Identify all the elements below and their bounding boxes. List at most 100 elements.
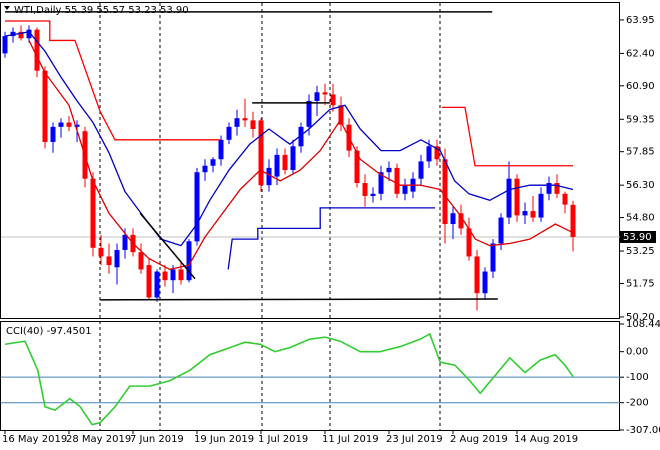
candle-body	[170, 269, 176, 281]
candle-body	[274, 154, 280, 177]
candle-body	[146, 265, 152, 298]
y-tick-label: 63.95	[626, 15, 655, 26]
candle-body	[34, 29, 40, 71]
candle-body	[370, 193, 376, 196]
indicator-line	[4, 31, 574, 247]
candle-body	[362, 183, 368, 196]
candle-body	[538, 193, 544, 218]
candle-body	[186, 241, 192, 281]
candle-body	[138, 252, 144, 270]
candle-body	[18, 31, 24, 39]
candle-body	[50, 126, 56, 142]
chart-title: WTI,Daily 55.39 55.57 53.23 53.90	[14, 5, 189, 16]
candle-body	[194, 172, 200, 242]
candle-body	[426, 146, 432, 162]
candle-body	[442, 159, 448, 225]
cci-title: CCI(40) -97.4501	[6, 326, 92, 337]
y-tick-label: -100	[626, 372, 649, 383]
y-tick-label: 108.4497	[626, 319, 660, 330]
candle-body	[42, 70, 48, 142]
candle-body	[530, 211, 536, 218]
collapse-icon[interactable]	[4, 6, 10, 10]
x-tick-label: 1 Jul 2019	[258, 434, 308, 445]
candle-body	[546, 183, 552, 194]
y-tick-label: 54.80	[626, 213, 655, 224]
x-tick-label: 14 Aug 2019	[514, 434, 578, 445]
y-tick-label: 50.20	[626, 312, 655, 323]
candle-body	[106, 256, 112, 266]
candle-body	[570, 204, 576, 238]
candle-body	[394, 167, 400, 194]
candle-body	[402, 185, 408, 194]
candle-body	[10, 31, 16, 37]
candle-body	[330, 94, 336, 106]
candle-body	[90, 178, 96, 248]
indicator-line	[139, 212, 196, 280]
candle-body	[2, 36, 8, 54]
cci-line	[4, 332, 574, 426]
y-tick-label: -200	[626, 398, 649, 409]
indicator-line	[227, 207, 435, 270]
candle-body	[250, 120, 256, 130]
y-tick-label: 57.85	[626, 147, 655, 158]
candle-body	[466, 228, 472, 257]
y-tick-label: 51.75	[626, 278, 655, 289]
candle-body	[506, 178, 512, 218]
y-tick-label: 60.90	[626, 81, 655, 92]
candle-body	[162, 271, 168, 281]
y-tick-label: 56.30	[626, 180, 655, 191]
x-tick-label: 28 May 2019	[66, 434, 131, 445]
candle-body	[218, 139, 224, 160]
cci-frame	[0, 321, 620, 431]
candle-body	[122, 234, 128, 250]
candle-body	[226, 126, 232, 140]
last-price-box	[620, 231, 656, 244]
main-frame	[0, 2, 620, 319]
candle-body	[482, 271, 488, 294]
indicator-line	[100, 298, 498, 301]
candle-body	[306, 100, 312, 127]
x-tick-label: 7 Jun 2019	[130, 434, 184, 445]
x-tick-label: 2 Aug 2019	[450, 434, 508, 445]
candle-body	[258, 120, 264, 186]
candle-body	[514, 178, 520, 216]
candle-body	[282, 154, 288, 171]
candle-body	[210, 159, 216, 166]
candle-body	[322, 92, 328, 95]
candle-body	[522, 211, 528, 216]
candle-body	[314, 92, 320, 101]
candle-body	[234, 118, 240, 127]
candle-body	[202, 165, 208, 173]
candle-body	[354, 150, 360, 184]
candle-body	[450, 213, 456, 225]
candle-body	[74, 124, 80, 127]
y-tick-label: 62.40	[626, 48, 655, 59]
indicator-line	[28, 40, 574, 271]
candle-body	[434, 146, 440, 160]
candle-body	[562, 193, 568, 205]
candle-body	[554, 183, 560, 194]
candle-body	[378, 172, 384, 194]
candle-body	[178, 269, 184, 281]
candle-body	[154, 271, 160, 298]
candle-body	[58, 122, 64, 127]
candle-body	[66, 122, 72, 127]
y-tick-label: 53.25	[626, 246, 655, 257]
y-tick-label: 59.35	[626, 114, 655, 125]
candle-body	[474, 256, 480, 294]
last-price-label: 53.90	[623, 232, 652, 243]
candle-body	[290, 146, 296, 171]
y-tick-label: -307.000	[626, 425, 660, 436]
candle-body	[98, 247, 104, 257]
candle-body	[298, 126, 304, 147]
candle-body	[242, 118, 248, 121]
candle-body	[26, 29, 32, 39]
period-separators	[99, 3, 441, 430]
candle-body	[498, 217, 504, 244]
candle-body	[114, 249, 120, 268]
x-tick-label: 16 May 2019	[2, 434, 67, 445]
x-tick-label: 11 Jul 2019	[322, 434, 379, 445]
candle-body	[266, 167, 272, 186]
candle-body	[338, 105, 344, 125]
